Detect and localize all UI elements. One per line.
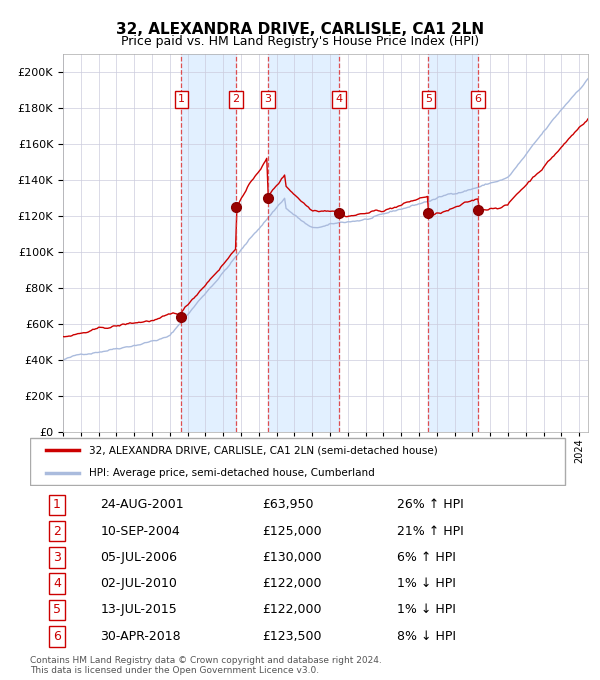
Text: £63,950: £63,950 bbox=[262, 498, 314, 511]
Text: 13-JUL-2015: 13-JUL-2015 bbox=[100, 603, 177, 617]
Text: 6% ↑ HPI: 6% ↑ HPI bbox=[397, 551, 456, 564]
Text: 26% ↑ HPI: 26% ↑ HPI bbox=[397, 498, 464, 511]
Text: 1: 1 bbox=[53, 498, 61, 511]
Text: £122,000: £122,000 bbox=[262, 603, 322, 617]
Bar bbox=[181, 54, 236, 432]
Text: 1% ↓ HPI: 1% ↓ HPI bbox=[397, 577, 456, 590]
Text: Price paid vs. HM Land Registry's House Price Index (HPI): Price paid vs. HM Land Registry's House … bbox=[121, 35, 479, 48]
Text: 1: 1 bbox=[178, 95, 185, 104]
Text: HPI: Average price, semi-detached house, Cumberland: HPI: Average price, semi-detached house,… bbox=[89, 468, 375, 478]
Bar bbox=[268, 54, 339, 432]
Text: 2: 2 bbox=[53, 524, 61, 538]
Text: 5: 5 bbox=[53, 603, 61, 617]
Text: £125,000: £125,000 bbox=[262, 524, 322, 538]
Text: 3: 3 bbox=[53, 551, 61, 564]
Text: 4: 4 bbox=[53, 577, 61, 590]
Text: 8% ↓ HPI: 8% ↓ HPI bbox=[397, 630, 456, 643]
Text: This data is licensed under the Open Government Licence v3.0.: This data is licensed under the Open Gov… bbox=[30, 666, 319, 675]
Text: 2: 2 bbox=[232, 95, 239, 104]
Text: 1% ↓ HPI: 1% ↓ HPI bbox=[397, 603, 456, 617]
Text: £130,000: £130,000 bbox=[262, 551, 322, 564]
Text: 6: 6 bbox=[475, 95, 482, 104]
FancyBboxPatch shape bbox=[30, 438, 565, 486]
Text: 3: 3 bbox=[265, 95, 271, 104]
Text: £122,000: £122,000 bbox=[262, 577, 322, 590]
Text: 4: 4 bbox=[335, 95, 343, 104]
Bar bbox=[428, 54, 478, 432]
Text: Contains HM Land Registry data © Crown copyright and database right 2024.: Contains HM Land Registry data © Crown c… bbox=[30, 656, 382, 665]
Text: 21% ↑ HPI: 21% ↑ HPI bbox=[397, 524, 464, 538]
Text: 32, ALEXANDRA DRIVE, CARLISLE, CA1 2LN: 32, ALEXANDRA DRIVE, CARLISLE, CA1 2LN bbox=[116, 22, 484, 37]
Text: 5: 5 bbox=[425, 95, 432, 104]
Text: 24-AUG-2001: 24-AUG-2001 bbox=[100, 498, 184, 511]
Text: 05-JUL-2006: 05-JUL-2006 bbox=[100, 551, 177, 564]
Text: 02-JUL-2010: 02-JUL-2010 bbox=[100, 577, 177, 590]
Text: £123,500: £123,500 bbox=[262, 630, 322, 643]
Text: 10-SEP-2004: 10-SEP-2004 bbox=[100, 524, 180, 538]
Text: 30-APR-2018: 30-APR-2018 bbox=[100, 630, 181, 643]
Text: 32, ALEXANDRA DRIVE, CARLISLE, CA1 2LN (semi-detached house): 32, ALEXANDRA DRIVE, CARLISLE, CA1 2LN (… bbox=[89, 445, 438, 456]
Text: 6: 6 bbox=[53, 630, 61, 643]
